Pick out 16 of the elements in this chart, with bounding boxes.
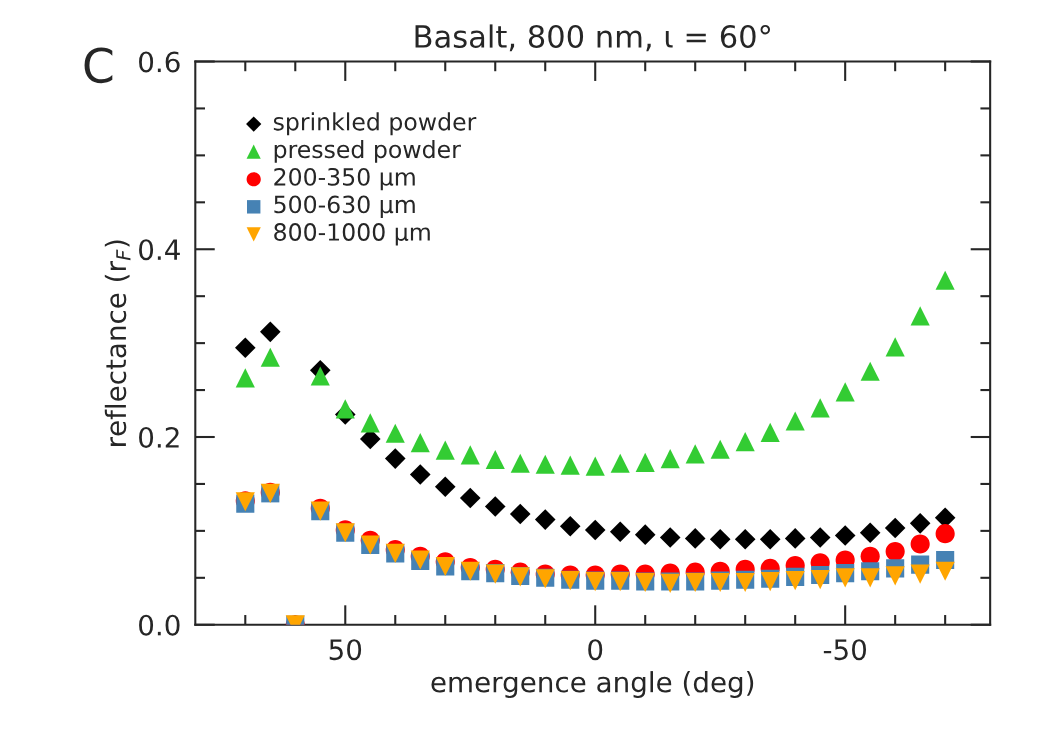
- text: C: [84, 47, 113, 84]
- legend-label: 500-630 μm: [274, 195, 415, 218]
- legend-label: 200-350 μm: [274, 167, 415, 191]
- x-tick-label: 50: [329, 639, 362, 661]
- legend-label: sprinkled powder: [273, 112, 477, 136]
- x-tick-label: -50: [823, 639, 867, 661]
- y-tick-label: 0.0: [139, 614, 180, 636]
- legend-label: 800-1000 μm: [274, 223, 430, 246]
- chart-title: Basalt, 800 nm, ι = 60°: [415, 24, 770, 52]
- x-tick-label: 0: [588, 639, 603, 661]
- y-axis-title: reflectance (r$_{F}$): [104, 240, 131, 446]
- y-tick-label: 0.6: [139, 51, 180, 73]
- y-tick-label: 0.2: [139, 426, 179, 448]
- y-tick-label: 0.4: [139, 239, 180, 261]
- legend-label: pressed powder: [274, 139, 461, 163]
- x-axis-title: emergence angle (deg): [431, 671, 754, 698]
